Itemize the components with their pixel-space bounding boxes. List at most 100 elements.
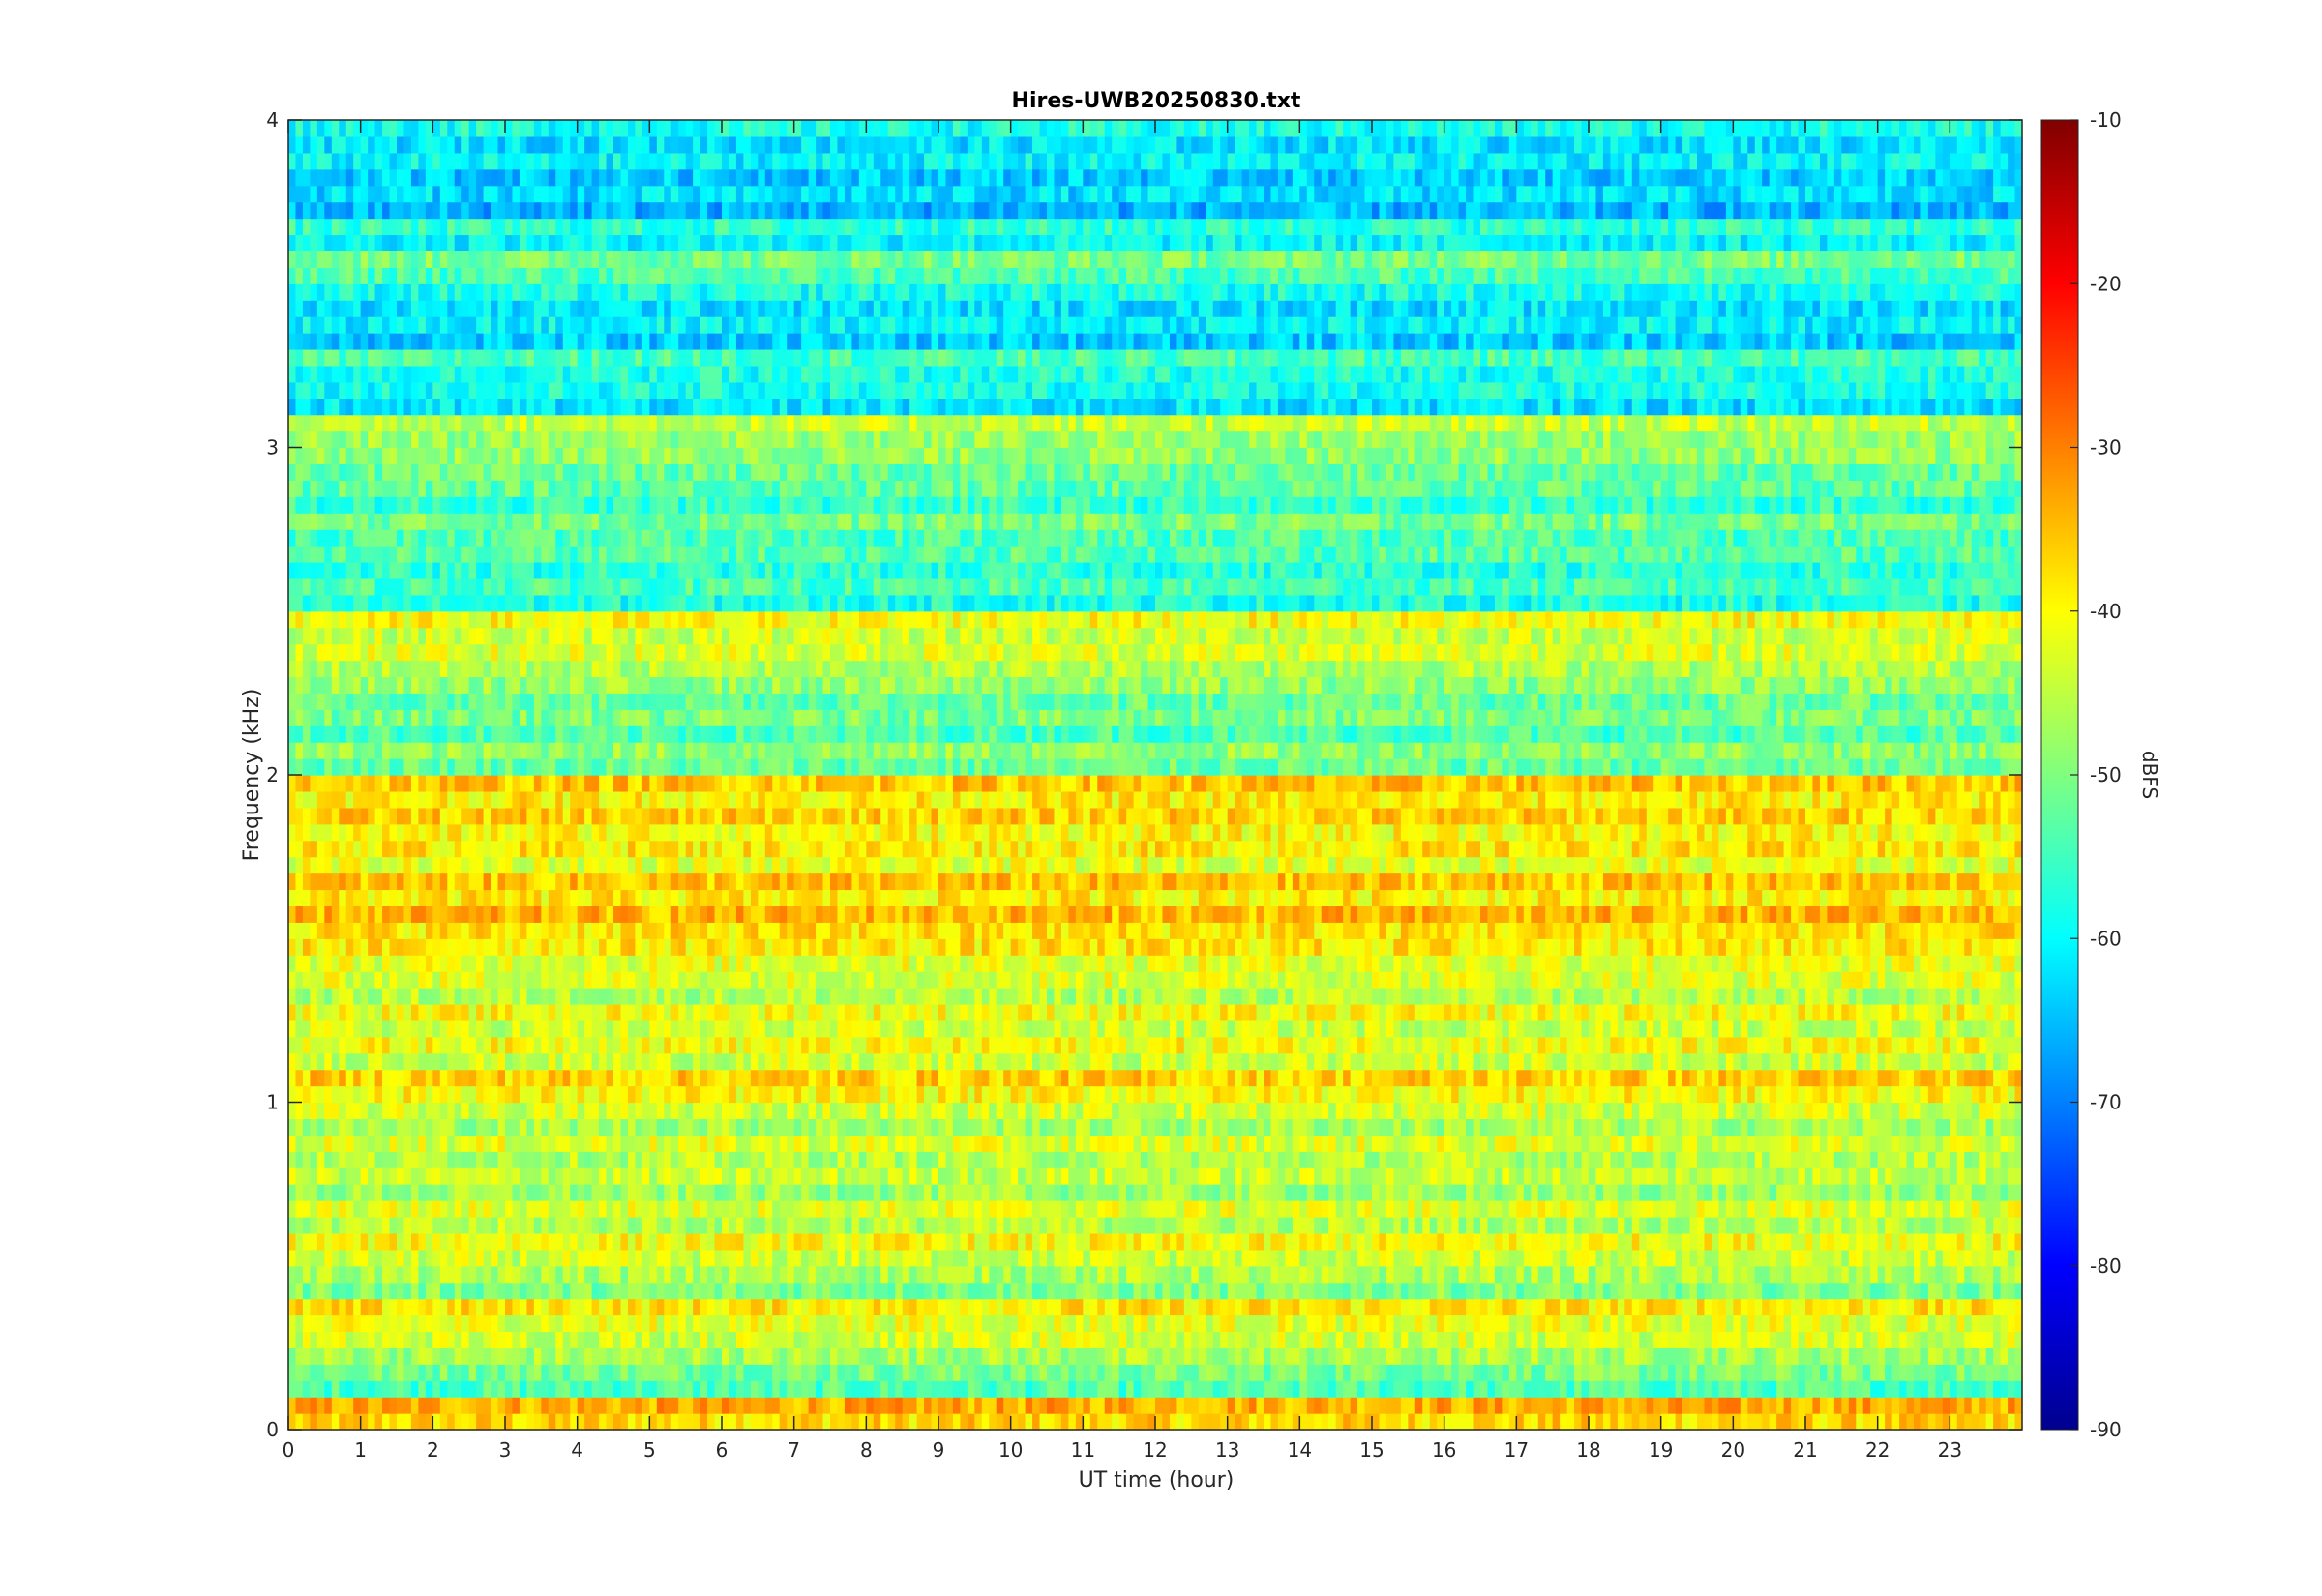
heatmap-cell	[1740, 1380, 1748, 1398]
heatmap-cell	[389, 1413, 398, 1431]
heatmap-cell	[1264, 1184, 1272, 1201]
heatmap-cell	[858, 1184, 867, 1201]
heatmap-cell	[1718, 1135, 1727, 1152]
heatmap-cell	[1531, 1167, 1539, 1185]
heatmap-cell	[353, 1151, 362, 1168]
heatmap-cell	[1480, 1315, 1489, 1333]
heatmap-cell	[555, 1413, 564, 1431]
heatmap-cell	[577, 1282, 585, 1300]
heatmap-cell	[331, 1265, 340, 1284]
heatmap-cell	[700, 1118, 708, 1136]
heatmap-cell	[310, 1118, 318, 1136]
heatmap-cell	[1920, 1397, 1929, 1414]
heatmap-cell	[1711, 1216, 1719, 1234]
heatmap-cell	[981, 1282, 990, 1300]
heatmap-cell	[310, 1249, 318, 1267]
heatmap-cell	[1133, 1347, 1142, 1365]
heatmap-cell	[1906, 1265, 1915, 1284]
heatmap-cell	[627, 1347, 636, 1365]
heatmap-cell	[1292, 1184, 1300, 1201]
heatmap-cell	[641, 1282, 650, 1300]
heatmap-cell	[1314, 1085, 1323, 1104]
heatmap-cell	[1993, 1232, 2002, 1251]
heatmap-cell	[801, 1298, 810, 1316]
heatmap-cell	[1277, 1298, 1286, 1316]
heatmap-cell	[1220, 1298, 1229, 1316]
heatmap-cell	[822, 1298, 831, 1316]
heatmap-cell	[1610, 1298, 1619, 1316]
heatmap-cell	[1277, 1265, 1286, 1284]
heatmap-cell	[1848, 1184, 1857, 1201]
heatmap-cell	[938, 1380, 947, 1398]
heatmap-cell	[1408, 1265, 1416, 1284]
heatmap-cell	[1451, 1151, 1460, 1168]
heatmap-cell	[1783, 1364, 1792, 1381]
heatmap-cell	[1191, 1315, 1200, 1333]
heatmap-cell	[1400, 1085, 1409, 1104]
heatmap-cell	[793, 1200, 802, 1218]
heatmap-cell	[1003, 1380, 1012, 1398]
heatmap-cell	[960, 1331, 968, 1348]
heatmap-cell	[1502, 1397, 1510, 1414]
heatmap-cell	[1552, 1085, 1561, 1104]
heatmap-cell	[302, 1118, 311, 1136]
heatmap-cell	[1018, 1364, 1027, 1381]
heatmap-cell	[562, 1151, 571, 1168]
heatmap-cell	[952, 1200, 961, 1218]
heatmap-cell	[1581, 1331, 1590, 1348]
heatmap-cell	[1220, 1200, 1229, 1218]
heatmap-cell	[1321, 1347, 1329, 1365]
heatmap-cell	[410, 1298, 419, 1316]
heatmap-cell	[1385, 1135, 1394, 1152]
heatmap-cell	[1595, 1380, 1604, 1398]
heatmap-cell	[1733, 1282, 1742, 1300]
heatmap-cell	[1025, 1216, 1033, 1234]
heatmap-cell	[851, 1151, 860, 1168]
heatmap-cell	[1270, 1118, 1279, 1136]
heatmap-cell	[960, 1232, 968, 1251]
heatmap-cell	[1508, 1151, 1517, 1168]
heatmap-cell	[758, 1298, 766, 1316]
heatmap-cell	[288, 1265, 297, 1284]
heatmap-cell	[1162, 1364, 1171, 1381]
heatmap-cell	[801, 1184, 810, 1201]
heatmap-cell	[1112, 1167, 1120, 1185]
heatmap-cell	[902, 1331, 910, 1348]
heatmap-cell	[316, 1397, 325, 1414]
heatmap-cell	[1595, 1364, 1604, 1381]
heatmap-cell	[505, 1265, 514, 1284]
heatmap-cell	[1018, 1315, 1027, 1333]
heatmap-cell	[425, 1184, 433, 1201]
heatmap-cell	[627, 1118, 636, 1136]
heatmap-cell	[1985, 1347, 1994, 1365]
heatmap-cell	[1639, 1347, 1648, 1365]
heatmap-cell	[295, 1249, 304, 1267]
heatmap-cell	[822, 1347, 831, 1365]
heatmap-cell	[1018, 1216, 1027, 1234]
heatmap-cell	[1589, 1249, 1597, 1267]
heatmap-cell	[468, 1118, 477, 1136]
heatmap-cell	[541, 1216, 550, 1234]
heatmap-cell	[1350, 1413, 1358, 1431]
heatmap-cell	[1466, 1282, 1474, 1300]
heatmap-cell	[1444, 1380, 1452, 1398]
heatmap-cell	[1220, 1380, 1229, 1398]
heatmap-cell	[570, 1167, 579, 1185]
heatmap-cell	[526, 1282, 535, 1300]
heatmap-cell	[526, 1200, 535, 1218]
heatmap-cell	[1956, 1347, 1965, 1365]
heatmap-cell	[1025, 1298, 1033, 1316]
heatmap-cell	[1725, 1200, 1734, 1218]
heatmap-cell	[627, 1380, 636, 1398]
heatmap-cell	[1856, 1265, 1864, 1284]
heatmap-cell	[1589, 1413, 1597, 1431]
heatmap-cell	[491, 1102, 499, 1120]
heatmap-cell	[1610, 1167, 1619, 1185]
heatmap-cell	[410, 1184, 419, 1201]
heatmap-cell	[714, 1167, 723, 1185]
heatmap-cell	[519, 1282, 527, 1300]
heatmap-cell	[1769, 1397, 1777, 1414]
heatmap-cell	[1306, 1265, 1315, 1284]
heatmap-cell	[1560, 1265, 1568, 1284]
heatmap-cell	[2014, 1298, 2023, 1316]
